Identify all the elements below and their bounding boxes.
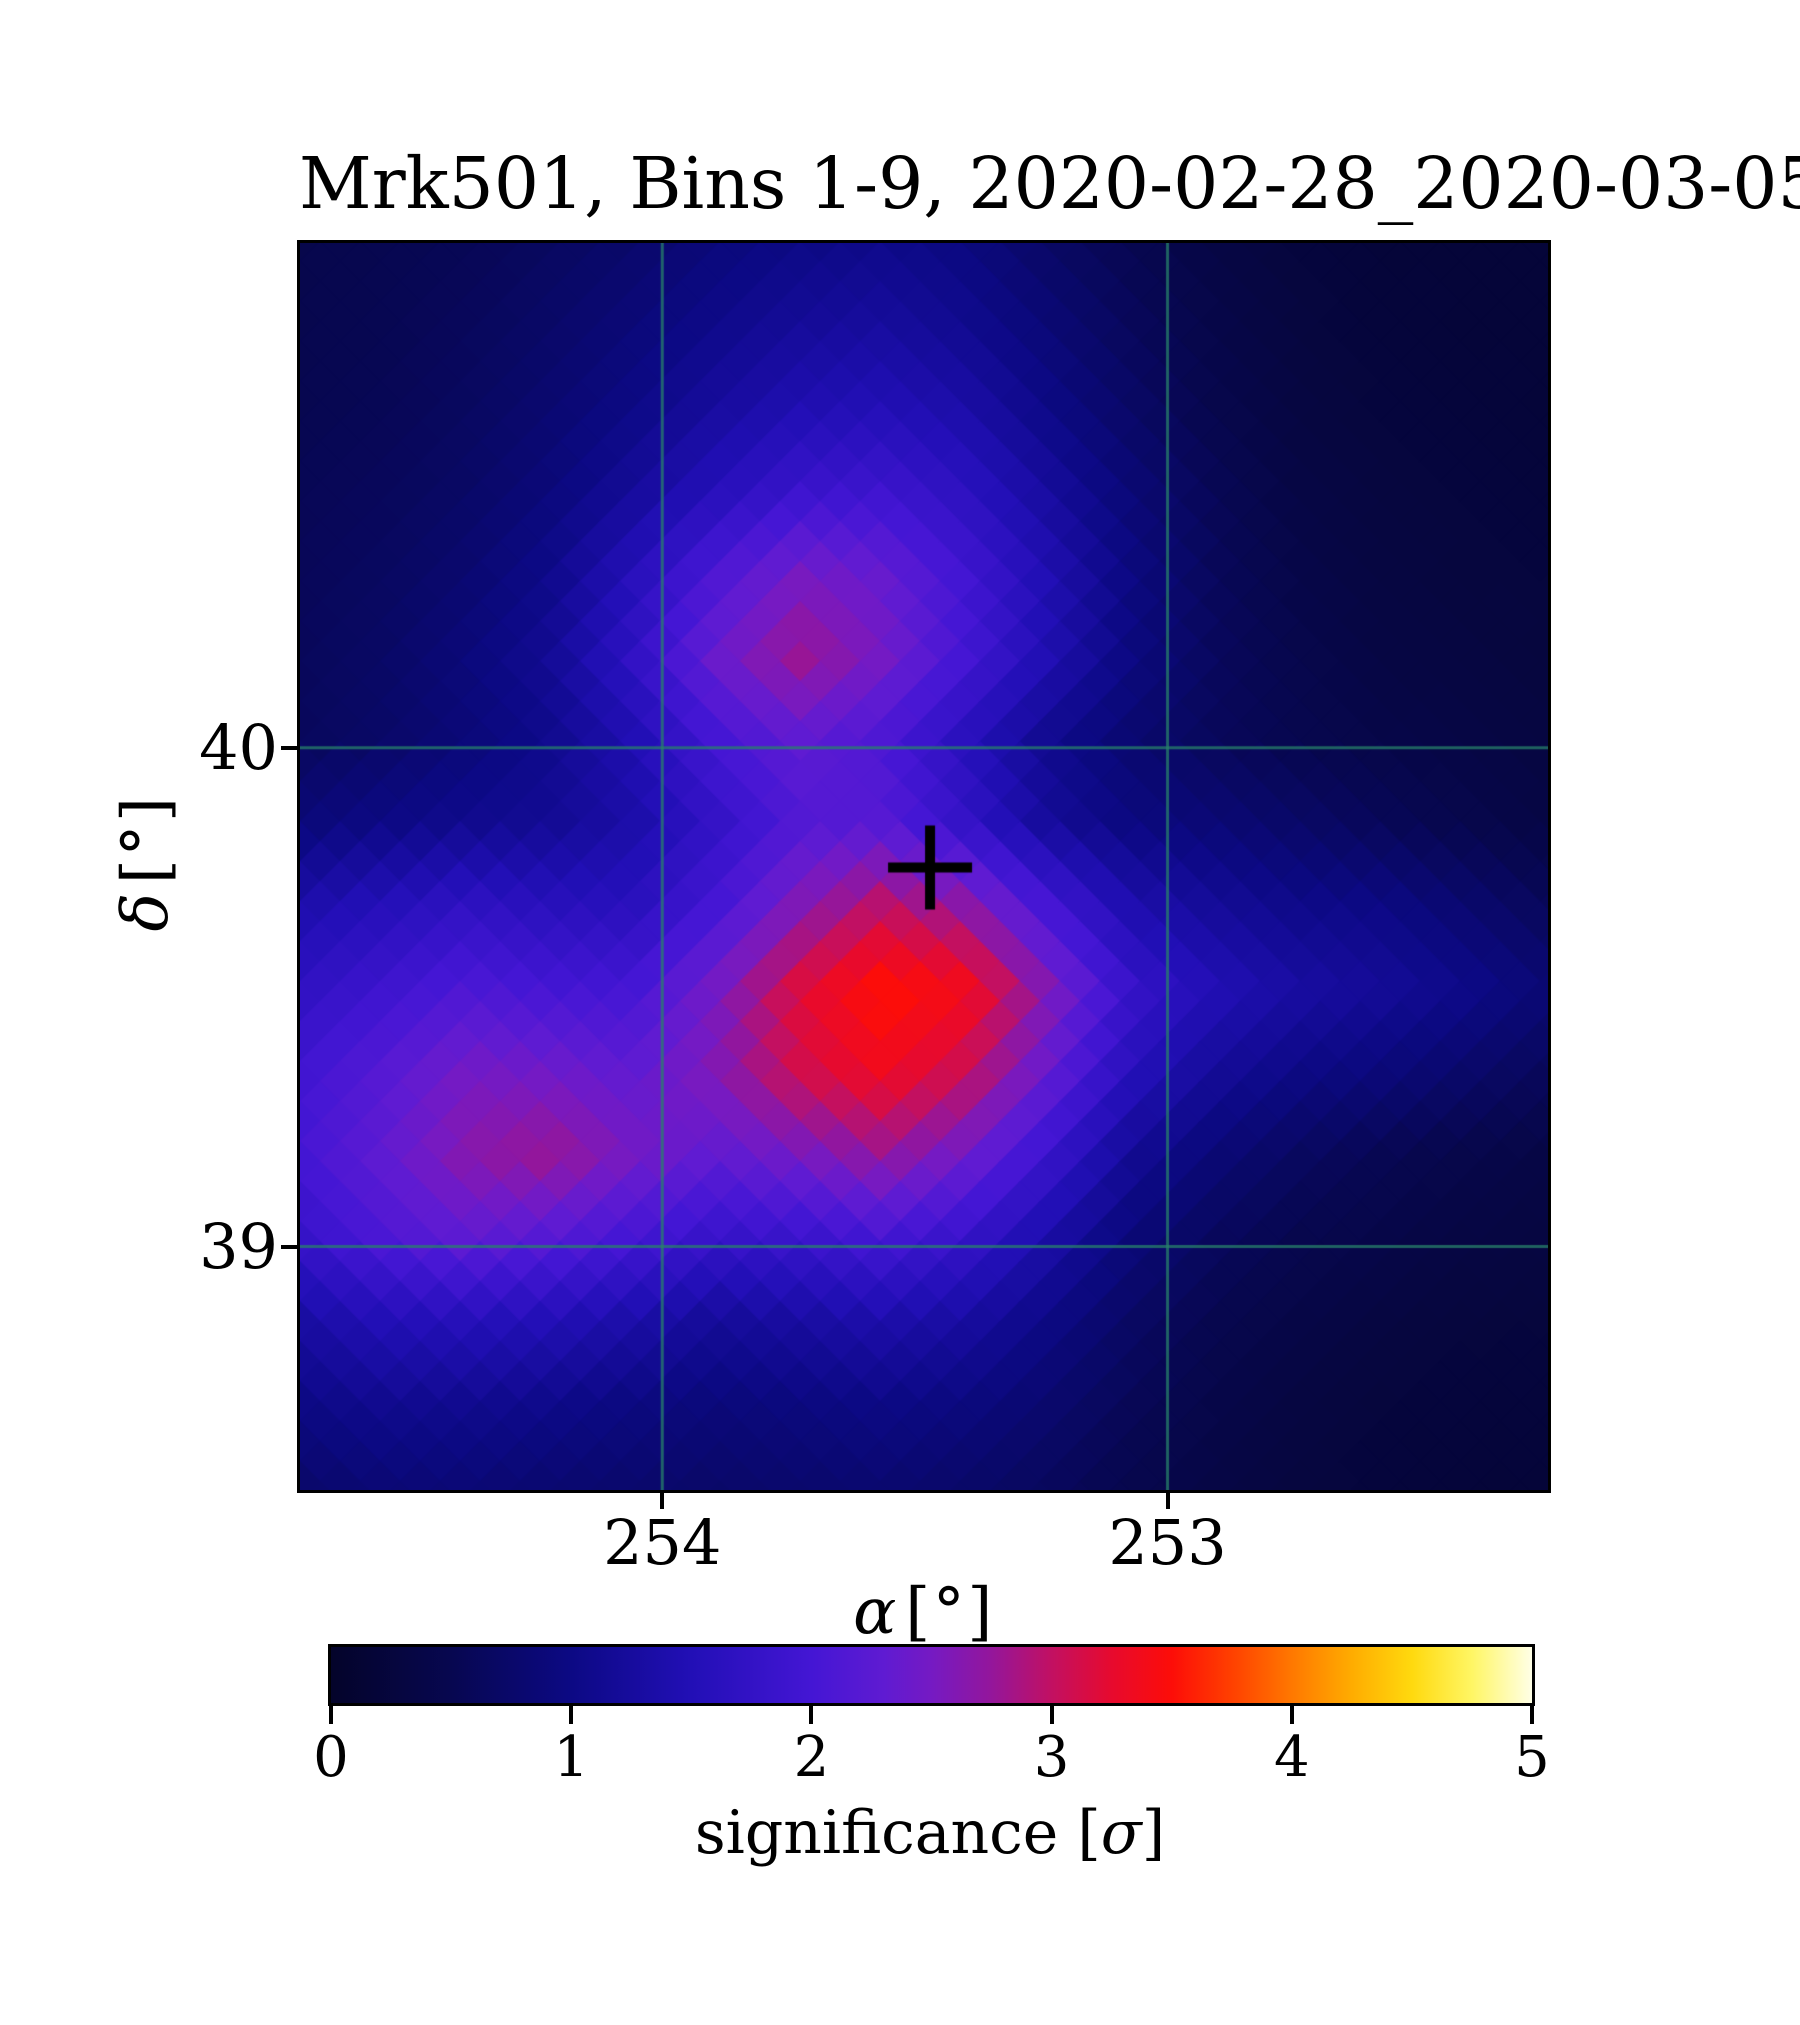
x-axis-unit: [°] xyxy=(905,1575,995,1649)
x-tick-label-254: 254 xyxy=(603,1506,722,1579)
colorbar-tick-label-3: 3 xyxy=(1033,1725,1070,1790)
x-tick-mark-253 xyxy=(1165,1493,1170,1509)
colorbar-tick-mark-1 xyxy=(569,1706,574,1724)
colorbar-tick-mark-5 xyxy=(1530,1706,1534,1724)
x-axis-label: α [°] xyxy=(853,1580,995,1644)
colorbar-label: significance [σ] xyxy=(695,1803,1165,1863)
y-tick-mark-40 xyxy=(281,745,297,750)
colorbar xyxy=(328,1644,1535,1706)
colorbar-tick-mark-0 xyxy=(329,1706,333,1724)
y-tick-label-39: 39 xyxy=(199,1209,278,1283)
colorbar-tick-mark-2 xyxy=(809,1706,814,1724)
x-tick-label-253: 253 xyxy=(1108,1506,1227,1579)
colorbar-tick-label-2: 2 xyxy=(793,1725,830,1790)
colorbar-label-prefix: significance [ xyxy=(694,1798,1101,1868)
colorbar-tick-mark-3 xyxy=(1049,1706,1054,1724)
colorbar-tick-label-0: 0 xyxy=(313,1725,349,1790)
colorbar-label-symbol: σ xyxy=(1100,1798,1142,1868)
x-axis-symbol: α xyxy=(853,1575,897,1649)
significance-map-canvas xyxy=(300,243,1548,1490)
x-tick-mark-254 xyxy=(660,1493,665,1509)
colorbar-tick-label-5: 5 xyxy=(1514,1725,1550,1790)
colorbar-label-suffix: ] xyxy=(1141,1798,1166,1868)
colorbar-tick-label-1: 1 xyxy=(553,1725,589,1790)
y-axis-unit: [°] xyxy=(109,794,183,885)
plot-area xyxy=(297,240,1551,1493)
colorbar-tick-mark-4 xyxy=(1289,1706,1294,1724)
y-tick-mark-39 xyxy=(281,1244,297,1249)
y-axis-label: δ [°] xyxy=(109,794,183,931)
y-axis-symbol: δ xyxy=(109,893,183,932)
colorbar-tick-label-4: 4 xyxy=(1273,1725,1310,1790)
y-tick-label-40: 40 xyxy=(199,710,278,784)
figure-title: Mrk501, Bins 1-9, 2020-02-28_2020-03-05 xyxy=(299,142,1800,225)
